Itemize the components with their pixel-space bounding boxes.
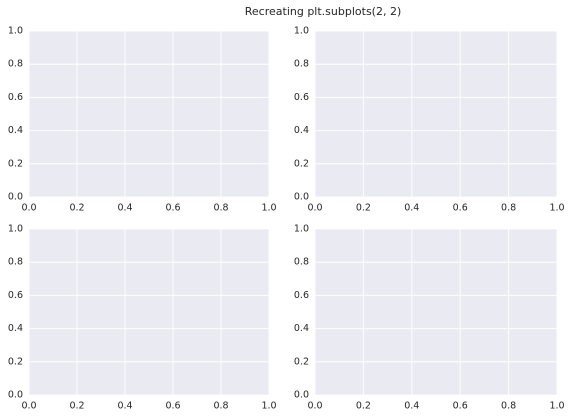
figure-title: Recreating plt.subplots(2, 2) [245, 5, 402, 18]
x-tick-label: 0.6 [453, 203, 468, 214]
x-tick-label: 0.0 [307, 203, 322, 214]
x-tick-label: 0.4 [117, 203, 132, 214]
y-tick-label: 1.0 [294, 224, 309, 235]
y-tick-label: 0.6 [294, 290, 309, 301]
y-tick-label: 0.0 [294, 390, 309, 401]
x-tick-label: 0.4 [117, 401, 132, 412]
x-tick-label: 0.0 [21, 401, 36, 412]
subplot: 0.0 0.2 0.4 0.6 0.8 1.0 0.0 0.2 0.4 0.6 0.8 1.0 [8, 26, 277, 214]
x-tick-label: 1.0 [261, 203, 276, 214]
y-tick-label: 1.0 [8, 26, 23, 37]
x-tick-label: 0.6 [165, 203, 180, 214]
y-tick-label: 1.0 [294, 26, 309, 37]
x-tick-label: 0.2 [356, 401, 371, 412]
y-tick-label: 0.8 [294, 59, 309, 70]
plot-area [315, 229, 557, 395]
y-tick-label: 0.4 [8, 125, 23, 136]
plot-area [29, 229, 269, 395]
x-tick-label: 0.8 [213, 401, 228, 412]
x-tick-label: 0.8 [501, 203, 516, 214]
y-tick-label: 0.2 [8, 158, 23, 169]
subplot: 0.0 0.2 0.4 0.6 0.8 1.0 0.0 0.2 0.4 0.6 0.8 1.0 [8, 224, 277, 412]
y-tick-label: 0.0 [8, 192, 23, 203]
y-tick-label: 0.2 [294, 158, 309, 169]
x-tick-label: 0.6 [453, 401, 468, 412]
y-tick-label: 0.4 [294, 323, 309, 334]
y-tick-label: 0.4 [294, 125, 309, 136]
x-tick-label: 1.0 [549, 203, 564, 214]
y-tick-label: 0.0 [294, 192, 309, 203]
x-tick-label: 0.2 [69, 401, 84, 412]
x-tick-label: 0.4 [404, 203, 419, 214]
subplot: 0.0 0.2 0.4 0.6 0.8 1.0 0.0 0.2 0.4 0.6 0.8 1.0 [294, 26, 565, 214]
x-tick-label: 0.8 [501, 401, 516, 412]
y-tick-label: 1.0 [8, 224, 23, 235]
y-tick-label: 0.8 [8, 59, 23, 70]
y-tick-label: 0.6 [8, 92, 23, 103]
plot-area [315, 31, 557, 197]
x-tick-label: 0.0 [21, 203, 36, 214]
y-tick-label: 0.6 [8, 290, 23, 301]
x-tick-label: 1.0 [549, 401, 564, 412]
x-tick-label: 1.0 [261, 401, 276, 412]
y-tick-label: 0.8 [8, 257, 23, 268]
x-tick-label: 0.2 [69, 203, 84, 214]
x-tick-label: 0.6 [165, 401, 180, 412]
subplot: 0.0 0.2 0.4 0.6 0.8 1.0 0.0 0.2 0.4 0.6 0.8 1.0 [294, 224, 565, 412]
x-tick-label: 0.0 [307, 401, 322, 412]
x-tick-label: 0.8 [213, 203, 228, 214]
y-tick-label: 0.0 [8, 390, 23, 401]
y-tick-label: 0.2 [8, 356, 23, 367]
x-tick-label: 0.2 [356, 203, 371, 214]
y-tick-label: 0.8 [294, 257, 309, 268]
plot-area [29, 31, 269, 197]
y-tick-label: 0.2 [294, 356, 309, 367]
y-tick-label: 0.4 [8, 323, 23, 334]
y-tick-label: 0.6 [294, 92, 309, 103]
x-tick-label: 0.4 [404, 401, 419, 412]
